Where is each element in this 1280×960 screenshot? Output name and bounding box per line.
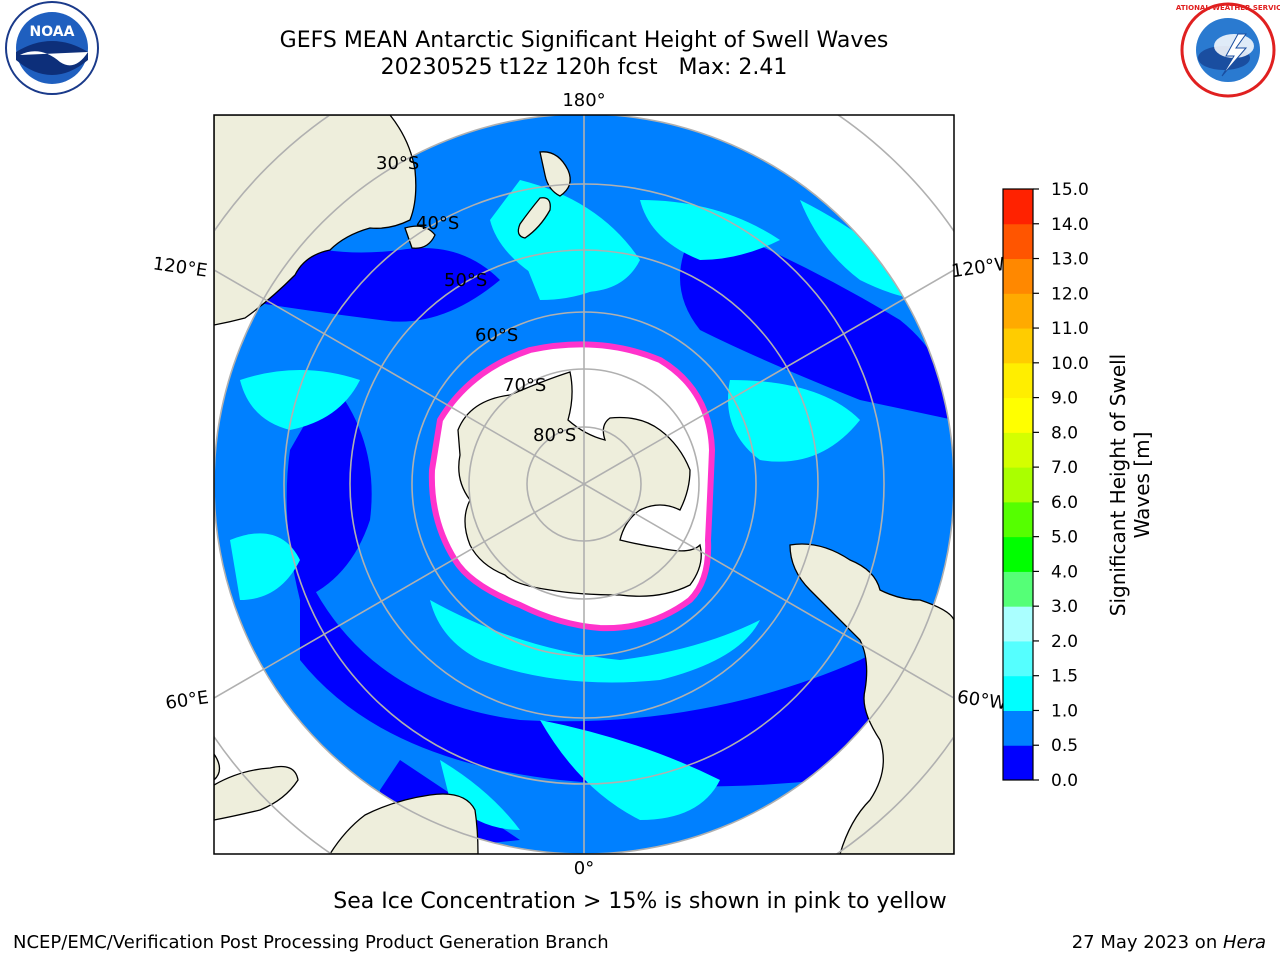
colorbar-segment <box>1003 501 1033 538</box>
lon-label-120e: 120°E <box>152 253 209 281</box>
colorbar-tick-label: 11.0 <box>1051 319 1089 339</box>
colorbar-segment <box>1003 362 1033 399</box>
colorbar-segment <box>1003 293 1033 329</box>
map-area <box>214 115 954 854</box>
colorbar-tick-label: 5.0 <box>1051 528 1078 548</box>
tasmania-land <box>404 225 436 249</box>
lat-label-60s: 60°S <box>475 325 518 346</box>
noaa-logo: NOAA <box>5 1 99 95</box>
map-frame <box>213 114 955 855</box>
footer-date-text: 27 May 2023 on <box>1071 932 1223 953</box>
lon-label-180: 180° <box>562 90 605 111</box>
colorbar-tick-label: 13.0 <box>1051 250 1089 270</box>
colorbar-tick-label: 8.0 <box>1051 423 1078 443</box>
lat-label-50s: 50°S <box>444 270 487 291</box>
colorbar-label-line1: Significant Height of Swell <box>1106 353 1130 617</box>
colorbar: 0.0 0.5 1.0 1.5 2.0 3.0 4.0 5.0 6.0 7.0 8.0 9.0 10.0… <box>1002 180 1089 791</box>
colorbar-segment <box>1003 258 1033 294</box>
colorbar-tick-label: 3.0 <box>1051 597 1078 617</box>
swell-high-band <box>230 533 300 600</box>
swell-low-band <box>680 220 954 420</box>
colorbar-tick-label: 9.0 <box>1051 389 1078 409</box>
colorbar-tick-label: 6.0 <box>1051 493 1078 513</box>
colorbar-segment <box>1003 432 1033 468</box>
lon-label-0: 0° <box>574 858 594 879</box>
chart-title: GEFS MEAN Antarctic Significant Height o… <box>279 28 889 53</box>
colorbar-tick-label: 2.0 <box>1051 632 1078 652</box>
colorbar-segment <box>1003 328 1033 364</box>
lat-label-70s: 70°S <box>503 375 546 396</box>
chart-subtitle: 20230525 t12z 120h fcst Max: 2.41 <box>380 55 788 80</box>
colorbar-label: Significant Height of Swell Waves [m] <box>1106 354 1154 616</box>
noaa-logo-text: NOAA <box>30 24 75 40</box>
colorbar-tick-label: 7.0 <box>1051 458 1078 478</box>
footer-host: Hera <box>1222 932 1266 953</box>
antarctica-land <box>457 371 702 597</box>
madagascar-land <box>214 765 299 821</box>
colorbar-segment <box>1003 606 1033 642</box>
lon-label-60w: 60°W <box>956 687 1008 715</box>
colorbar-frame <box>1002 188 1034 781</box>
colorbar-segment <box>1003 536 1033 572</box>
swell-high-band <box>440 760 520 830</box>
colorbar-segment <box>1003 223 1033 260</box>
colorbar-tick-label: 14.0 <box>1051 215 1089 235</box>
sea-ice-caption: Sea Ice Concentration > 15% is shown in … <box>333 889 947 914</box>
colorbar-tick-label: 4.0 <box>1051 562 1078 582</box>
colorbar-segment <box>1003 189 1033 225</box>
colorbar-tick-label: 10.0 <box>1051 354 1089 374</box>
lat-label-80s: 80°S <box>533 425 576 446</box>
footer-date: 27 May 2023 on Hera <box>1072 932 1266 953</box>
footer-branch: NCEP/EMC/Verification Post Processing Pr… <box>13 932 609 953</box>
lat-label-30s: 30°S <box>376 153 419 174</box>
colorbar-segment <box>1003 640 1033 677</box>
lat-label-40s: 40°S <box>416 213 459 234</box>
africa-land <box>329 793 479 854</box>
colorbar-tick-label: 1.0 <box>1051 701 1078 721</box>
australia-land <box>214 115 417 326</box>
nws-logo: NATIONAL WEATHER SERVICE <box>1176 2 1280 98</box>
swell-high-band <box>728 380 860 462</box>
swell-low-band <box>300 560 954 787</box>
colorbar-tick-label: 0.0 <box>1051 771 1078 791</box>
colorbar-segment <box>1003 397 1033 433</box>
swell-high-band <box>520 246 640 300</box>
new-zealand-land <box>517 197 551 239</box>
colorbar-tick-label: 1.5 <box>1051 667 1078 687</box>
colorbar-segment <box>1003 467 1033 503</box>
colorbar-segment <box>1003 675 1033 711</box>
swell-high-band <box>540 720 720 820</box>
colorbar-label-line2: Waves [m] <box>1130 431 1154 539</box>
swell-high-band <box>240 370 360 430</box>
colorbar-segment <box>1003 571 1033 607</box>
lon-label-60e: 60°E <box>164 687 210 714</box>
graticule <box>214 115 954 854</box>
swell-high-band <box>430 600 760 683</box>
swell-low-band <box>286 380 372 600</box>
colorbar-tick-label: 12.0 <box>1051 284 1089 304</box>
colorbar-segment <box>1003 745 1033 781</box>
colorbar-segment <box>1003 710 1033 746</box>
colorbar-tick-label: 0.5 <box>1051 736 1078 756</box>
colorbar-tick-label: 15.0 <box>1051 180 1089 200</box>
nws-logo-text: NATIONAL WEATHER SERVICE <box>1176 4 1280 12</box>
south-america-land <box>789 543 954 854</box>
swell-high-band <box>640 200 780 260</box>
